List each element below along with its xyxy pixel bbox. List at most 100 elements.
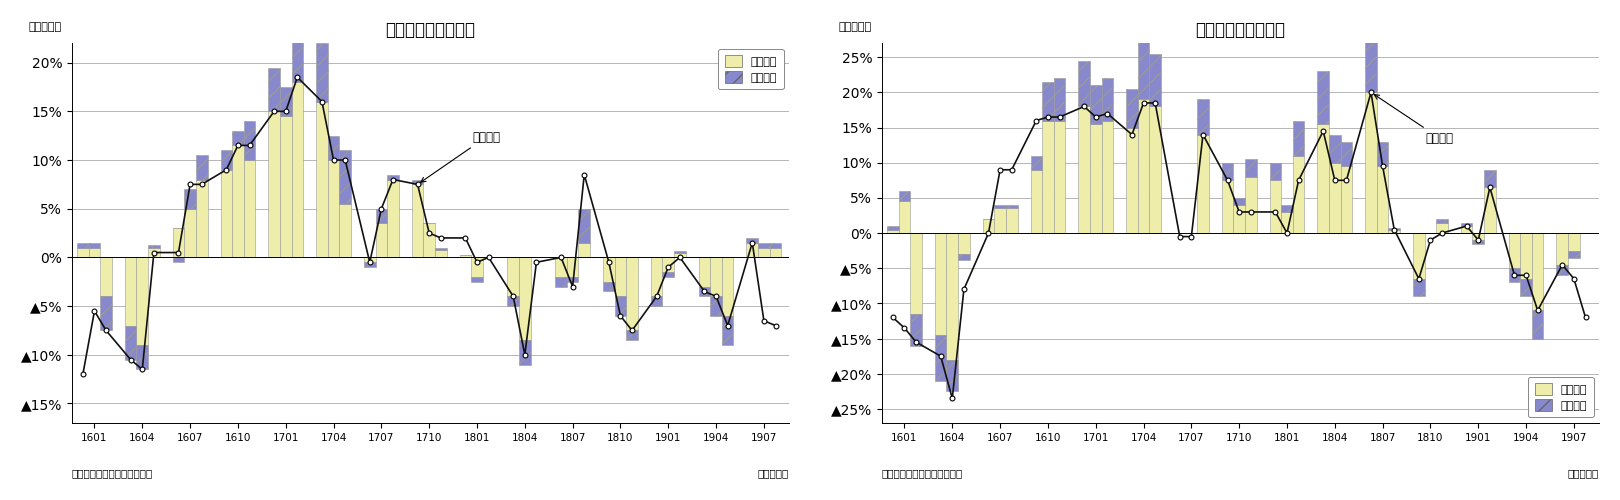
Bar [935,335,946,381]
Bar [471,258,483,277]
Text: （年・月）: （年・月） [1568,468,1599,478]
Bar [136,345,147,370]
Bar [460,256,471,258]
Text: （資料）財務省「貿易統計」: （資料）財務省「貿易統計」 [71,468,154,478]
Bar [1341,142,1353,166]
Bar [1461,226,1473,233]
Bar [387,174,399,180]
Text: （資料）財務省「貿易統計」: （資料）財務省「貿易統計」 [881,468,964,478]
Bar [1126,128,1137,233]
Bar [556,277,567,286]
Bar [1377,166,1388,233]
Bar [1030,170,1042,233]
Bar [1149,54,1162,106]
Bar [376,208,387,224]
Bar [78,248,89,258]
Bar [1102,120,1113,233]
Title: 輸出金額の要因分解: 輸出金額の要因分解 [386,21,476,39]
Bar [723,316,734,345]
Legend: 数量要因, 価格要因: 数量要因, 価格要因 [1528,376,1594,418]
Bar [1508,268,1520,282]
Bar [196,180,207,258]
Bar [1533,310,1544,338]
Bar [1557,233,1568,264]
Bar [627,330,638,340]
Bar [1006,205,1017,208]
Bar [899,202,910,233]
Bar [232,131,243,146]
Bar [1366,40,1377,92]
Bar [888,226,899,230]
Bar [1388,228,1400,230]
Bar [1042,120,1053,233]
Bar [1246,159,1257,177]
Bar [1090,124,1102,233]
Bar [770,243,781,248]
Bar [1042,82,1053,120]
Bar [243,121,256,160]
Bar [663,272,674,277]
Bar [232,146,243,258]
Bar [698,258,710,286]
Bar [1568,233,1579,250]
Bar [1520,279,1533,296]
Bar [1437,222,1448,233]
Bar [627,258,638,330]
Bar [1006,208,1017,233]
Bar [1341,166,1353,233]
Bar [507,258,518,296]
Bar [567,258,578,277]
Bar [518,340,531,364]
Bar [1437,219,1448,222]
Bar [1221,162,1233,180]
Bar [983,219,995,233]
Bar [663,258,674,272]
Bar [910,314,922,346]
Bar [147,248,160,258]
Bar [578,243,590,258]
Bar [376,224,387,258]
Bar [957,233,970,254]
Bar [185,189,196,208]
Bar [125,326,136,360]
Bar [436,248,447,250]
Bar [1328,134,1341,162]
Bar [614,296,627,316]
Bar [269,112,280,258]
Bar [770,248,781,258]
Bar [1568,250,1579,258]
Bar [1053,78,1066,120]
Bar [1293,156,1304,233]
Bar [220,150,232,170]
Text: 輸入金額: 輸入金額 [1374,94,1453,144]
Bar [339,204,352,258]
Bar [280,116,292,258]
Bar [78,243,89,248]
Bar [710,296,723,316]
Bar [758,248,770,258]
Bar [518,258,531,340]
Bar [1221,180,1233,233]
Bar [196,155,207,180]
Bar [1030,156,1042,170]
Bar [1484,188,1495,233]
Text: （年・月）: （年・月） [758,468,789,478]
Bar [411,180,423,184]
Bar [269,68,280,112]
Bar [1366,92,1377,233]
Bar [674,250,685,252]
Bar [758,243,770,248]
Bar [1079,106,1090,233]
Bar [364,262,376,267]
Bar [292,0,303,82]
Title: 輸入金額の要因分解: 輸入金額の要因分解 [1196,21,1286,39]
Bar [1246,177,1257,233]
Bar [1270,180,1281,233]
Bar [1270,162,1281,180]
Bar [316,43,327,102]
Bar [1328,162,1341,233]
Bar [316,102,327,258]
Bar [136,258,147,345]
Text: （前年比）: （前年比） [839,22,872,32]
Bar [723,258,734,316]
